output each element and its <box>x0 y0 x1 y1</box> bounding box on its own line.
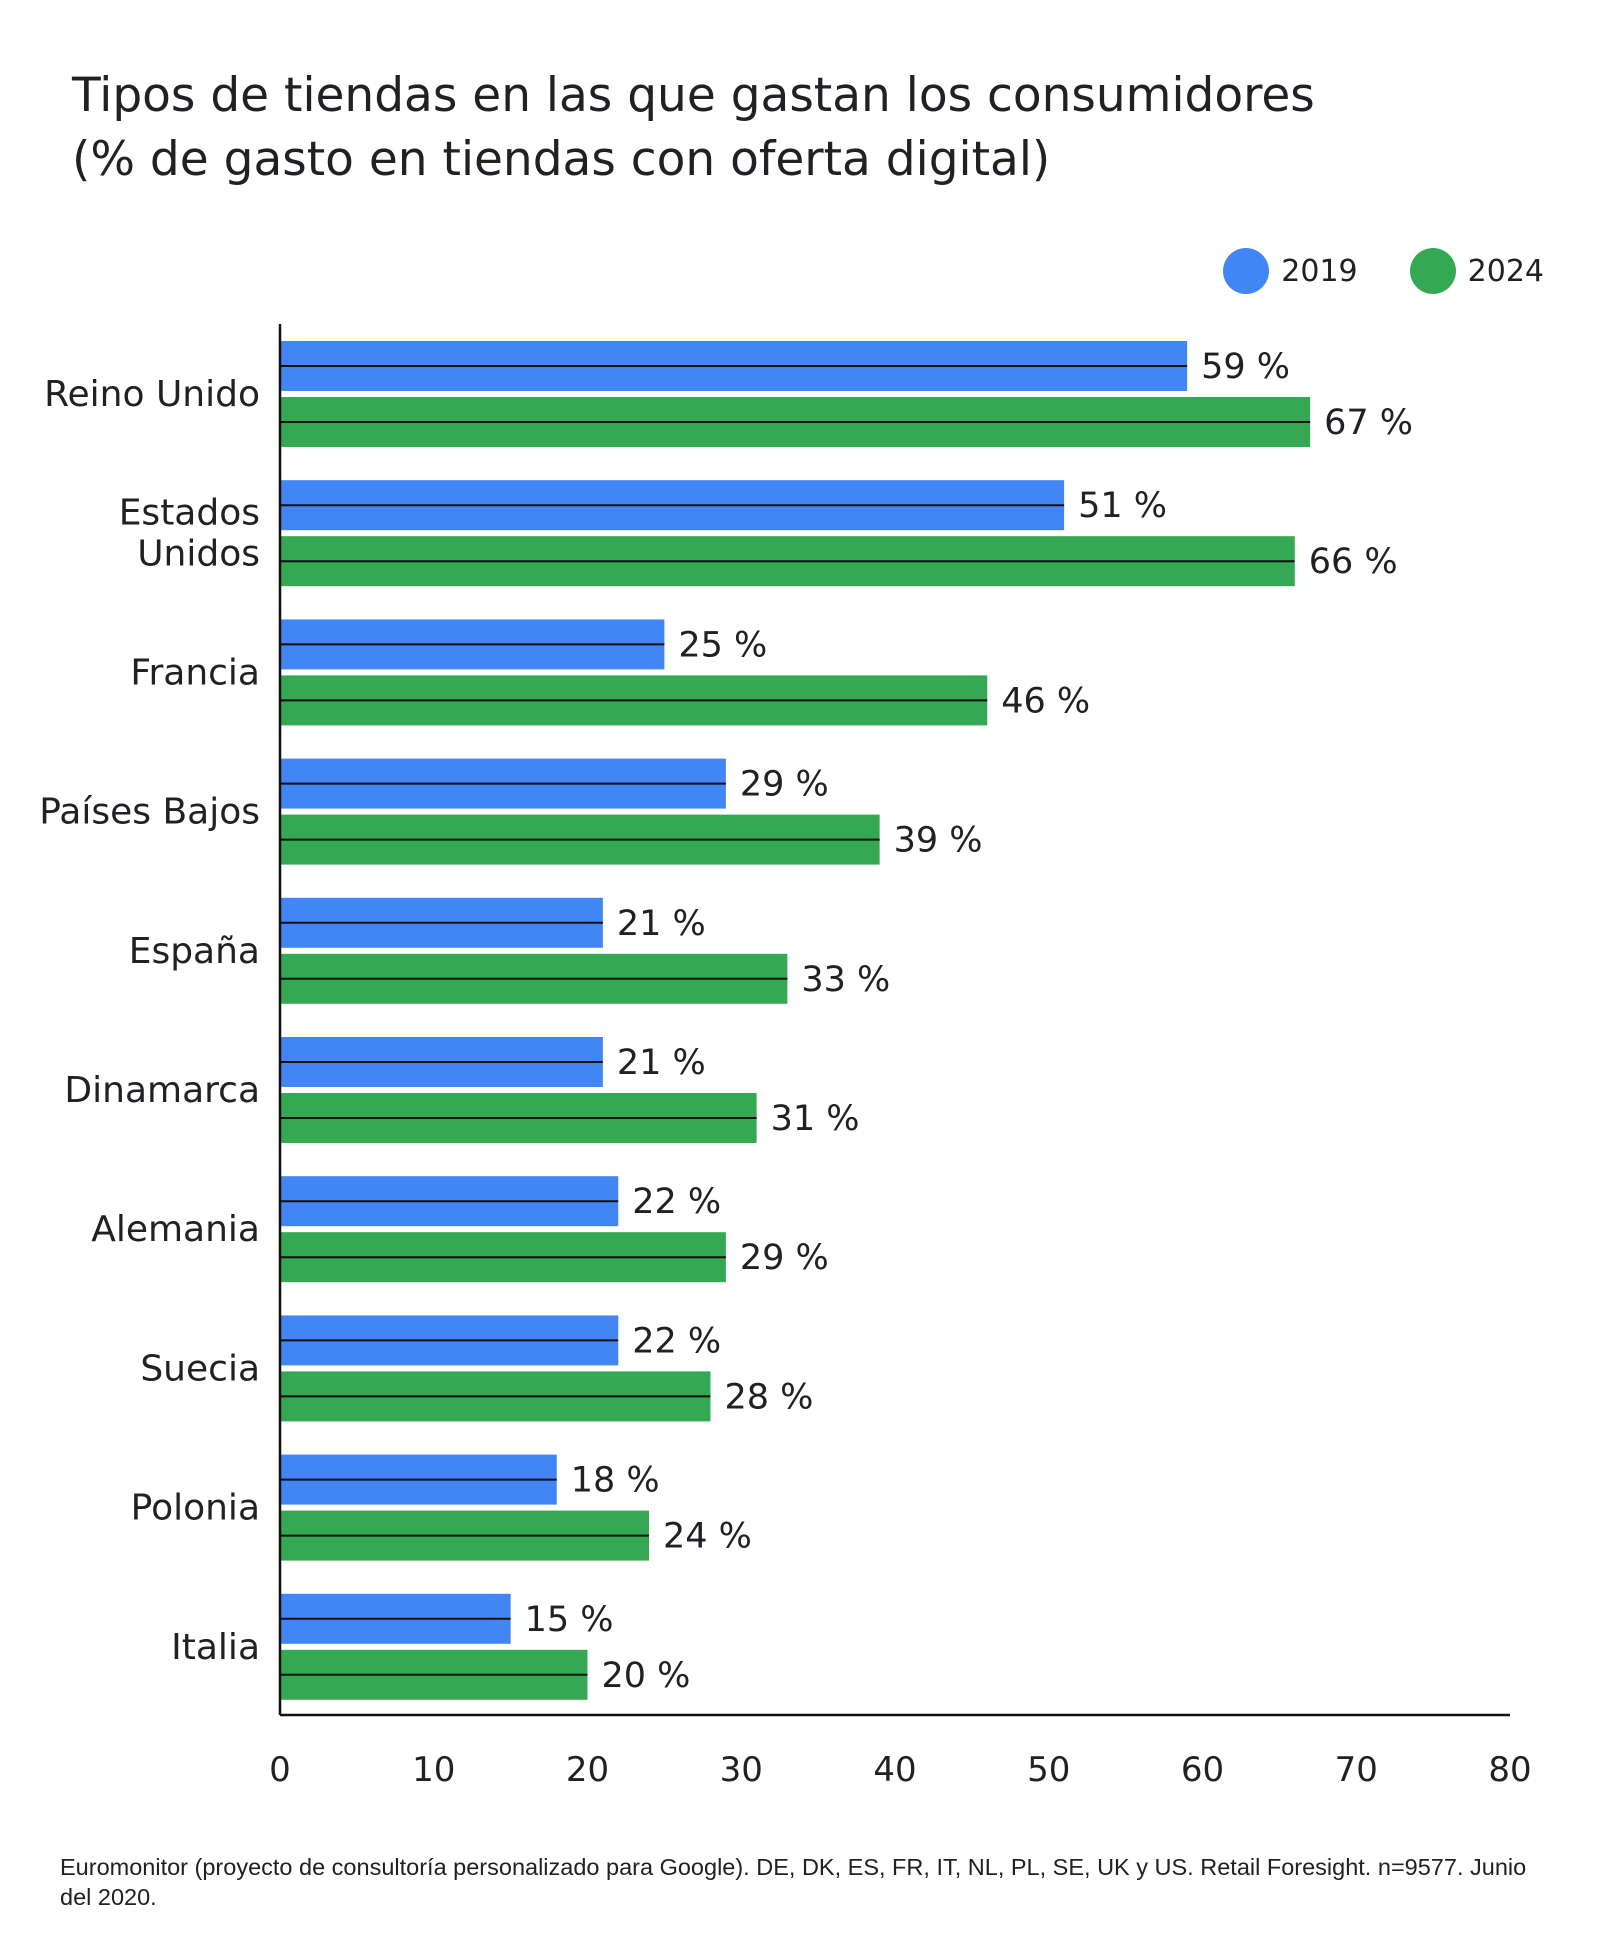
legend-item-2024: 2024 <box>1409 248 1544 294</box>
category-label-9: Italia <box>171 1627 260 1668</box>
data-label-2024-8: 24 % <box>663 1517 752 1557</box>
legend-item-2019: 2019 <box>1223 248 1358 294</box>
data-label-2019-3: 29 % <box>740 765 829 805</box>
data-label-2024-0: 67 % <box>1324 403 1413 443</box>
data-label-2019-7: 22 % <box>632 1321 721 1361</box>
data-label-2019-6: 22 % <box>632 1182 721 1222</box>
x-tick-label-80: 80 <box>1488 1750 1531 1790</box>
data-label-2019-8: 18 % <box>571 1461 660 1501</box>
category-label-1-1: Unidos <box>137 534 260 575</box>
x-tick-label-20: 20 <box>566 1750 609 1790</box>
category-label-3: Países Bajos <box>39 792 260 833</box>
data-label-2024-6: 29 % <box>740 1238 829 1278</box>
legend-label-2019: 2019 <box>1281 253 1358 289</box>
category-label-5: Dinamarca <box>64 1070 260 1111</box>
data-label-2024-2: 46 % <box>1001 681 1090 721</box>
data-label-2019-2: 25 % <box>678 625 767 665</box>
data-label-2019-4: 21 % <box>617 904 706 944</box>
category-label-8: Polonia <box>131 1488 260 1529</box>
data-label-2024-4: 33 % <box>801 960 890 1000</box>
data-label-2024-7: 28 % <box>725 1377 814 1417</box>
data-label-2024-9: 20 % <box>602 1656 691 1696</box>
data-label-2024-3: 39 % <box>894 821 983 861</box>
source-note: Euromonitor (proyecto de consultoría per… <box>60 1854 1527 1910</box>
category-label-7: Suecia <box>140 1348 260 1389</box>
data-label-2019-9: 15 % <box>525 1600 614 1640</box>
category-label-6: Alemania <box>91 1209 260 1250</box>
data-label-2024-5: 31 % <box>771 1099 860 1139</box>
x-tick-label-0: 0 <box>269 1750 291 1790</box>
data-label-2024-1: 66 % <box>1309 542 1398 582</box>
chart-title: Tipos de tiendas en las que gastan los c… <box>72 64 1552 192</box>
legend-label-2024: 2024 <box>1467 253 1544 289</box>
data-label-2019-5: 21 % <box>617 1043 706 1083</box>
legend-swatch-2024 <box>1409 248 1456 294</box>
x-tick-label-50: 50 <box>1027 1750 1070 1790</box>
category-label-1-0: Estados <box>119 493 260 534</box>
chart-title-line-2: (% de gasto en tiendas con oferta digita… <box>72 132 1051 187</box>
x-tick-label-60: 60 <box>1181 1750 1224 1790</box>
data-label-2019-0: 59 % <box>1201 347 1290 387</box>
x-tick-label-10: 10 <box>412 1750 455 1790</box>
x-tick-label-30: 30 <box>720 1750 763 1790</box>
x-tick-label-40: 40 <box>873 1750 916 1790</box>
chart-legend: 2019 2024 <box>1171 248 1544 294</box>
category-label-4: España <box>129 931 260 972</box>
legend-swatch-2019 <box>1223 248 1270 294</box>
category-label-2: Francia <box>130 652 260 693</box>
chart-title-line-1: Tipos de tiendas en las que gastan los c… <box>72 68 1315 123</box>
x-tick-label-70: 70 <box>1335 1750 1378 1790</box>
data-label-2019-1: 51 % <box>1078 486 1167 526</box>
category-label-0: Reino Unido <box>44 374 260 415</box>
bar-chart: 59 % 67 % Reino Unido 51 % 66 % EstadosUnidos… <box>39 324 1532 1790</box>
